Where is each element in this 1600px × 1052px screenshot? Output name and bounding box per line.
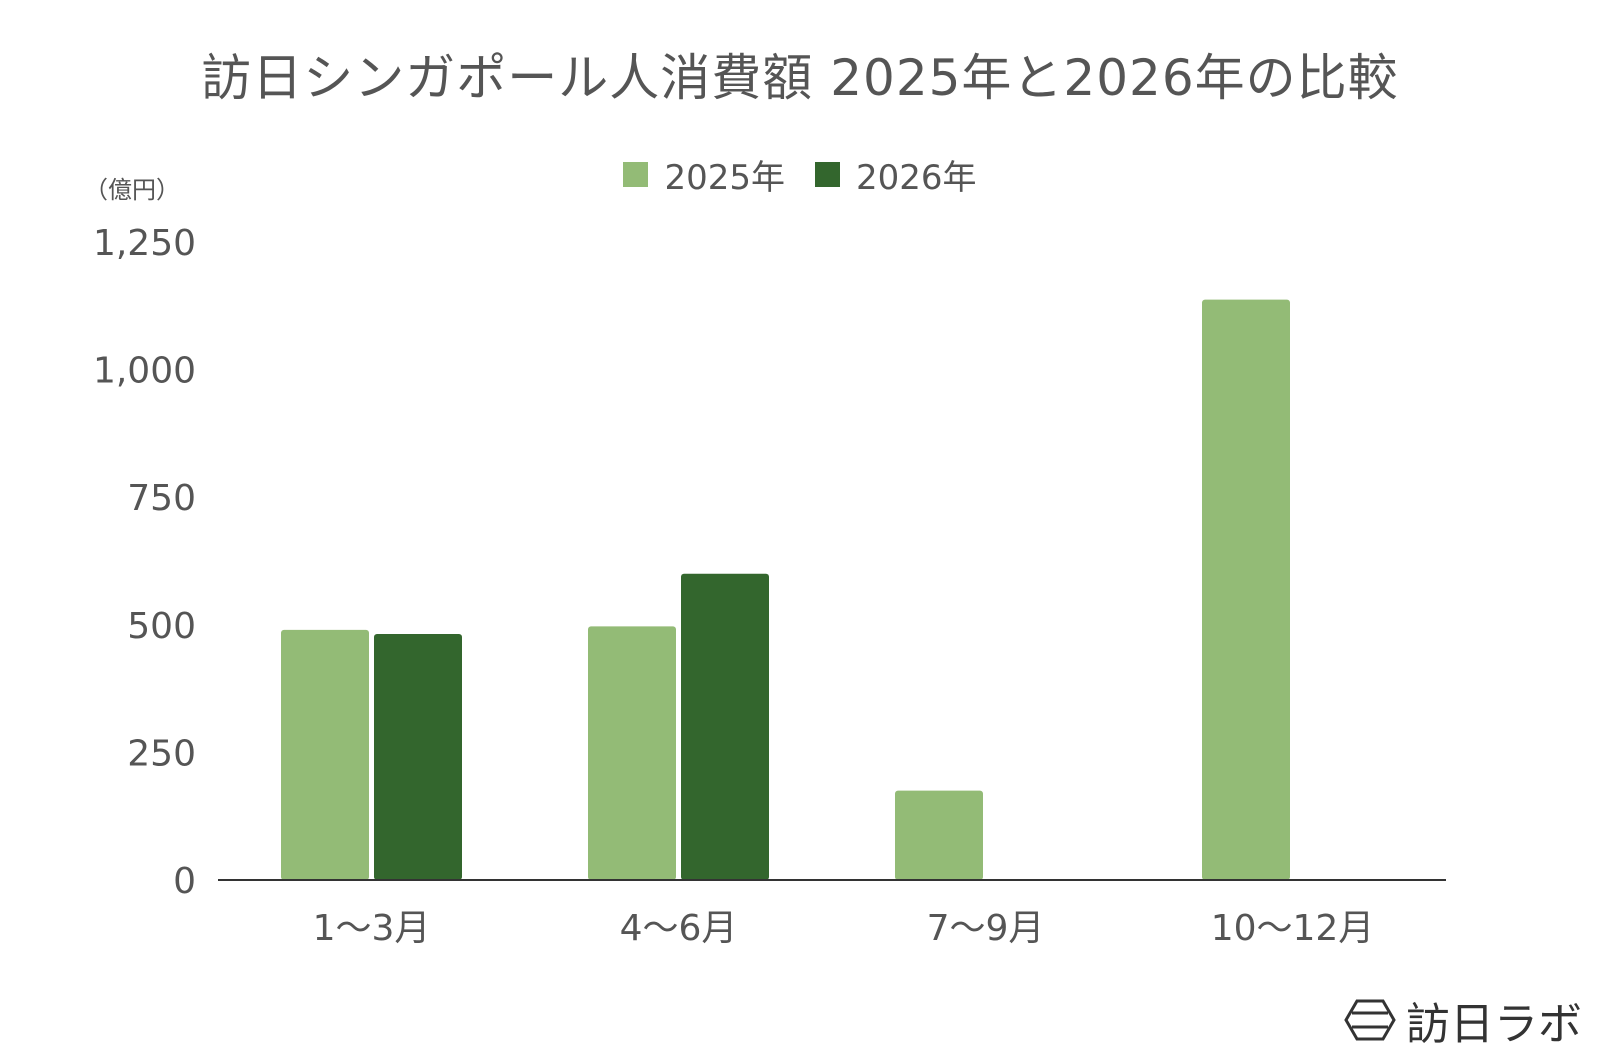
- chart-title: 訪日シンガポール人消費額 2025年と2026年の比較: [201, 49, 1399, 107]
- bar-2026-0: [374, 633, 462, 880]
- x-tick-label: 4〜6月: [620, 908, 738, 949]
- y-tick-label: 750: [127, 478, 196, 519]
- bar-2025-0: [281, 629, 369, 880]
- bar-2025-3: [1202, 299, 1290, 881]
- legend-item-2025: 2025年: [623, 150, 785, 199]
- bar-2025-1: [588, 626, 676, 880]
- legend-label-2025: 2025年: [664, 158, 785, 198]
- y-tick-label: 1,250: [93, 223, 196, 264]
- x-tick-label: 10〜12月: [1211, 908, 1375, 949]
- x-tick-label: 1〜3月: [313, 908, 431, 949]
- legend-swatch-2025: [623, 162, 649, 187]
- legend-swatch-2026: [815, 162, 840, 187]
- brand-watermark: 訪日ラボ: [1344, 988, 1582, 1052]
- y-axis-unit-label: （億円）: [84, 176, 180, 204]
- chart-legend: 2025年 2026年: [0, 150, 1600, 199]
- bar-2025-2: [895, 790, 983, 880]
- brand-text: 訪日ラボ: [1406, 999, 1582, 1050]
- legend-label-2026: 2026年: [856, 158, 977, 198]
- y-tick-label: 250: [127, 733, 196, 774]
- y-tick-label: 0: [173, 861, 196, 902]
- y-tick-label: 500: [127, 606, 196, 647]
- y-tick-label: 1,000: [93, 351, 196, 392]
- hexagon-logo-icon: [1344, 999, 1396, 1041]
- x-tick-label: 7〜9月: [927, 908, 1045, 949]
- bar-2026-1: [681, 573, 769, 880]
- legend-item-2026: 2026年: [815, 150, 977, 199]
